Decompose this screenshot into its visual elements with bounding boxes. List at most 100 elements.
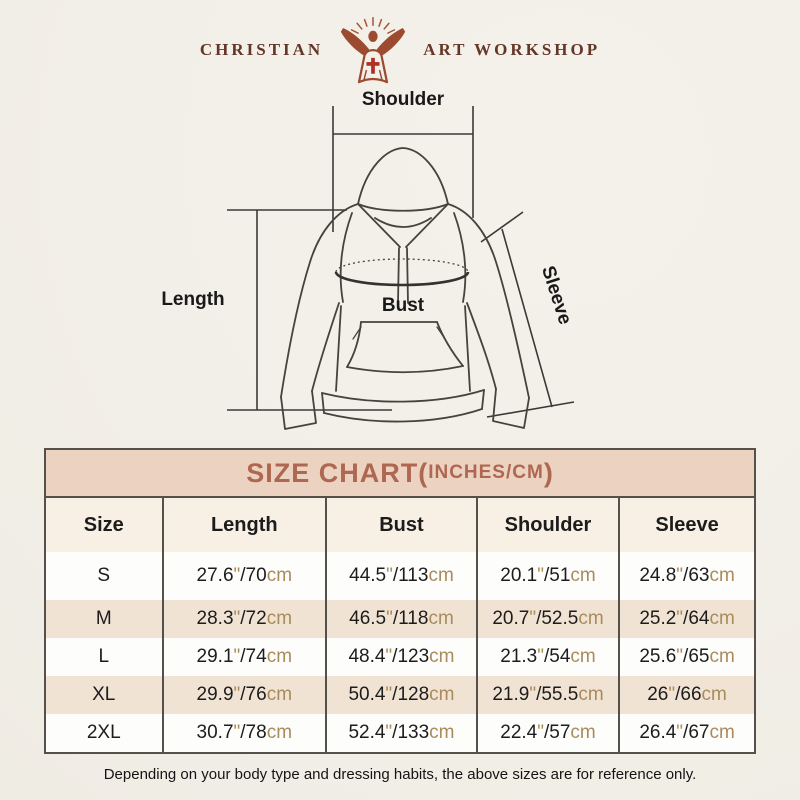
value-text: /66 [675, 684, 702, 705]
value-text: /57 [544, 722, 571, 743]
unit-text: cm [266, 646, 293, 667]
value-text: /67 [683, 722, 710, 743]
measurement-cell: 48.4 "/123 cm [327, 638, 478, 676]
size-chart-title-units: INCHES/CM [428, 462, 544, 483]
value-text: /76 [240, 684, 267, 705]
value-text: /78 [240, 722, 267, 743]
unit-text: " [537, 565, 544, 586]
value-text: /133 [392, 722, 430, 743]
size-cell: S [46, 552, 164, 600]
value-text: 26.4 [639, 722, 677, 743]
unit-text: cm [428, 608, 454, 629]
value-text: /54 [544, 646, 571, 667]
measurement-cell: 52.4 "/133 cm [327, 714, 478, 752]
unit-text: " [537, 646, 544, 667]
unit-text: " [386, 608, 393, 629]
value-text: /74 [240, 646, 267, 667]
hoodie-measurement-diagram: Shoulder Length Bust Sleeve [140, 88, 660, 448]
size-chart-title-text: SIZE CHART( [246, 457, 429, 488]
measurement-cell: 21.3 "/54 cm [478, 638, 621, 676]
unit-text: " [385, 684, 393, 705]
unit-text: cm [429, 646, 455, 667]
measurement-lines [227, 106, 575, 418]
unit-text: " [233, 565, 241, 586]
hoodie-outline-drawing [280, 147, 530, 430]
unit-text: cm [570, 646, 596, 667]
value-text: /63 [683, 565, 710, 586]
size-cell: L [46, 638, 164, 676]
unit-text: " [233, 722, 241, 743]
table-row-xl: XL 29.9 "/76 cm 50.4 "/128 cm 21.9 "/55.5 cm 26 "/6… [46, 676, 754, 714]
column-header-size: Size [46, 498, 164, 552]
column-header-length: Length [164, 498, 328, 552]
brand-logo: CHRISTIAN ART WORKSHOP [0, 14, 800, 86]
unit-text: cm [701, 684, 727, 705]
column-header-sleeve: Sleeve [655, 513, 719, 536]
table-row-2xl: 2XL 30.7 "/78 cm 52.4 "/133 cm 22.4 "/57 cm 26.4 " /… [46, 714, 754, 752]
value-text: 50.4 [348, 684, 386, 705]
value-text: /128 [392, 684, 430, 705]
measurement-cell: 27.6 "/70 cm [164, 552, 328, 600]
value-text: 27.6 [196, 565, 234, 586]
unit-text: cm [428, 565, 454, 586]
value-text: /51 [544, 565, 571, 586]
unit-text: " [233, 608, 241, 629]
unit-text: " [386, 565, 393, 586]
bust-line [334, 258, 470, 287]
unit-text: cm [709, 646, 735, 667]
measurement-cell: 28.3 "/72 cm [164, 600, 328, 638]
reference-note: Depending on your body type and dressing… [103, 766, 697, 783]
table-row-m: M 28.3 "/72 cm 46.5 "/118 cm 20.7 "/52.5 cm 25.2 " /… [46, 600, 754, 638]
value-text: 20.7 [492, 608, 530, 629]
brand-name-left: CHRISTIAN [199, 40, 324, 59]
measurement-cell: 21.9 "/55.5 cm [478, 676, 621, 714]
value-text: 26 [647, 684, 669, 705]
value-text: 25.2 [639, 608, 677, 629]
brand-name-right: ART WORKSHOP [423, 40, 601, 59]
value-text: 24.8 [639, 565, 677, 586]
measurement-cell: 44.5 "/113 cm [327, 552, 478, 600]
unit-text: cm [709, 565, 735, 586]
unit-text: " [385, 722, 393, 743]
value-text: 30.7 [196, 722, 234, 743]
unit-text: " [676, 646, 684, 667]
measurement-cell: 20.1 "/51 cm [478, 552, 621, 600]
measurement-cell: 46.5 "/118 cm [327, 600, 478, 638]
size-cell: M [46, 600, 164, 638]
value-text: 29.9 [196, 684, 234, 705]
table-row-l: L 29.1 "/74 cm 48.4 "/123 cm 21.3 "/54 cm 25.6 "/65… [46, 638, 754, 676]
measurement-cell: 20.7 "/52.5 cm [478, 600, 621, 638]
value-text: /52.5 [536, 608, 579, 629]
value-text: 46.5 [349, 608, 387, 629]
measurement-cell: 26 "/66 cm [620, 676, 754, 714]
length-label: Length [161, 289, 224, 310]
unit-text: cm [266, 684, 293, 705]
unit-text: " [537, 722, 544, 743]
sleeve-label: Sleeve [537, 263, 576, 327]
unit-text: cm [266, 608, 293, 629]
unit-text: " [529, 684, 537, 705]
unit-text: cm [266, 722, 293, 743]
value-text: 52.4 [348, 722, 386, 743]
value-text: 22.4 [500, 722, 538, 743]
unit-text: cm [429, 722, 455, 743]
column-header-shoulder: Shoulder [478, 498, 621, 552]
value-text: /118 [392, 608, 429, 629]
measurement-cell: 29.1 "/74 cm [164, 638, 328, 676]
value-text: 28.3 [196, 608, 234, 629]
value-text: /64 [683, 608, 710, 629]
value-text: 44.5 [349, 565, 387, 586]
measurement-cell: 25.2 "/64 cm [620, 600, 754, 638]
value-text: /113 [392, 565, 429, 586]
size-chart-rows: S 27.6 "/70 cm 44.5 "/113 cm 20.1 "/51 cm 24.8 "/63… [46, 552, 754, 752]
jesus-open-arms-rays-icon [331, 14, 415, 86]
measurement-cell: 25.6 "/65 cm [620, 638, 754, 676]
unit-text: " [233, 646, 241, 667]
measurement-cell: 29.9 "/76 cm [164, 676, 328, 714]
unit-text: " [676, 565, 684, 586]
unit-text: " [529, 608, 537, 629]
column-header-bust: Bust [327, 498, 478, 552]
unit-text: cm [266, 565, 293, 586]
size-cell: 2XL [46, 714, 164, 752]
measurement-cell: 22.4 "/57 cm [478, 714, 621, 752]
